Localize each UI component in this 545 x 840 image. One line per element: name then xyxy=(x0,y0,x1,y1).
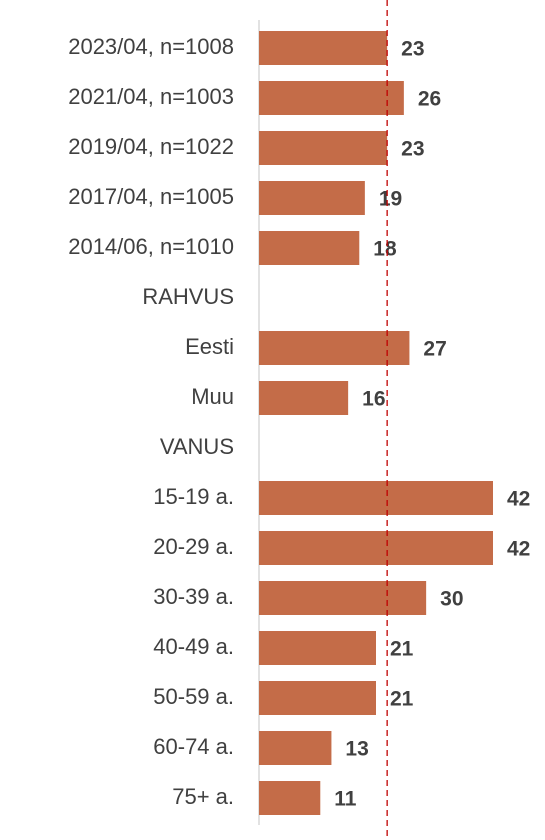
bar xyxy=(259,131,388,165)
category-label: 75+ a. xyxy=(172,784,234,809)
value-label: 16 xyxy=(362,388,385,411)
value-label: 42 xyxy=(507,488,530,511)
bar xyxy=(259,631,376,665)
value-label: 42 xyxy=(507,538,530,561)
category-label: 15-19 a. xyxy=(153,484,234,509)
value-label: 27 xyxy=(423,338,446,361)
value-label: 19 xyxy=(379,188,402,211)
category-label: 60-74 a. xyxy=(153,734,234,759)
value-label: 30 xyxy=(440,588,463,611)
category-label: 2019/04, n=1022 xyxy=(68,134,234,159)
value-label: 21 xyxy=(390,688,414,711)
category-label: 2014/06, n=1010 xyxy=(68,234,234,259)
category-label: VANUS xyxy=(160,434,234,459)
bar xyxy=(259,781,321,815)
value-label: 18 xyxy=(373,238,397,261)
bar xyxy=(259,731,332,765)
bar xyxy=(259,581,427,615)
category-label: RAHVUS xyxy=(142,284,234,309)
category-label: 50-59 a. xyxy=(153,684,234,709)
category-label: Muu xyxy=(191,384,234,409)
value-label: 13 xyxy=(345,738,368,761)
value-label: 23 xyxy=(401,38,424,61)
value-label: 23 xyxy=(401,138,424,161)
bar xyxy=(259,331,410,365)
value-label: 26 xyxy=(418,88,441,111)
category-label: 30-39 a. xyxy=(153,584,234,609)
bar xyxy=(259,181,365,215)
bar xyxy=(259,231,360,265)
category-label: 40-49 a. xyxy=(153,634,234,659)
bar xyxy=(259,381,349,415)
bar xyxy=(259,481,493,515)
category-label: Eesti xyxy=(185,334,234,359)
category-label: 2021/04, n=1003 xyxy=(68,84,234,109)
category-label: 2017/04, n=1005 xyxy=(68,184,234,209)
category-label: 20-29 a. xyxy=(153,534,234,559)
bar xyxy=(259,531,493,565)
value-label: 11 xyxy=(334,788,357,811)
bar xyxy=(259,81,404,115)
bar xyxy=(259,681,376,715)
value-label: 21 xyxy=(390,638,414,661)
bar xyxy=(259,31,388,65)
category-label: 2023/04, n=1008 xyxy=(68,34,234,59)
